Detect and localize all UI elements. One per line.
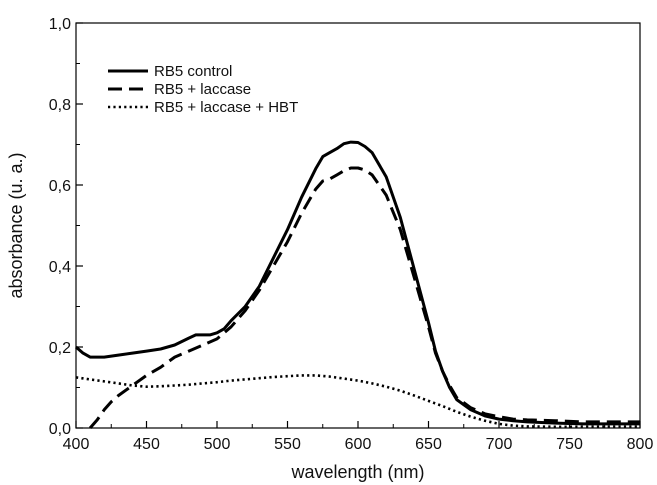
legend-label: RB5 control: [154, 63, 232, 80]
legend-label: RB5 + laccase + HBT: [154, 99, 298, 116]
x-tick-label: 800: [627, 436, 654, 453]
legend-label: RB5 + laccase: [154, 81, 251, 98]
y-tick-label: 0,2: [49, 340, 71, 357]
x-axis-title: wavelength (nm): [290, 462, 424, 482]
y-tick-label: 0,8: [49, 97, 71, 114]
series-line: [75, 140, 640, 426]
y-tick-label: 0,6: [49, 178, 71, 195]
x-tick-label: 750: [556, 436, 583, 453]
x-tick-label: 700: [486, 436, 513, 453]
y-axis-title: absorbance (u. a.): [6, 152, 26, 298]
x-tick-label: 450: [133, 436, 160, 453]
plot-layer: [75, 140, 640, 429]
series-line: [75, 374, 640, 429]
tick-layer: 400 450 500 550 600 650 700 750 800 0,0 0,2 0,4 0,6 0…: [49, 16, 654, 453]
x-tick-label: 650: [415, 436, 442, 453]
x-tick-label: 500: [204, 436, 231, 453]
x-tick-label: 600: [345, 436, 372, 453]
x-tick-label: 550: [274, 436, 301, 453]
y-tick-label: 0,4: [49, 259, 71, 276]
y-tick-label: 1,0: [49, 16, 71, 33]
y-tick-label: 0,0: [49, 421, 71, 438]
series-line: [88, 166, 640, 429]
x-tick-label: 400: [63, 436, 90, 453]
